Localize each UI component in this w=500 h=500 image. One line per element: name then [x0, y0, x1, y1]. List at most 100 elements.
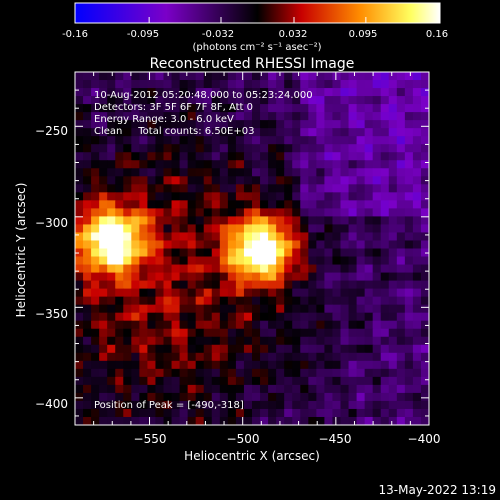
heatmap-cell: [115, 384, 124, 394]
heatmap-cell: [388, 384, 398, 394]
heatmap-cell: [75, 272, 84, 282]
heatmap-cell: [388, 352, 398, 362]
heatmap-cell: [372, 328, 382, 338]
heatmap-cell: [340, 128, 350, 137]
heatmap-cell: [171, 344, 181, 354]
heatmap-cell: [404, 416, 414, 425]
heatmap-cell: [268, 232, 277, 242]
heatmap-cell: [147, 104, 157, 113]
heatmap-cell: [420, 392, 429, 402]
x-axis-label: Heliocentric X (arcsec): [184, 449, 320, 463]
heatmap-cell: [91, 184, 100, 193]
heatmap-cell: [115, 192, 124, 201]
heatmap-cell: [380, 240, 390, 250]
heatmap-cell: [115, 336, 124, 346]
heatmap-cell: [211, 152, 221, 161]
heatmap-cell: [252, 184, 261, 193]
heatmap-cell: [396, 320, 406, 330]
heatmap-cell: [260, 320, 269, 330]
heatmap-cell: [340, 248, 350, 258]
heatmap-cell: [348, 328, 358, 338]
heatmap-cell: [83, 368, 92, 378]
heatmap-cell: [227, 240, 237, 250]
heatmap-cell: [380, 376, 390, 386]
heatmap-cell: [115, 120, 124, 129]
heatmap-cell: [316, 256, 326, 266]
heatmap-cell: [364, 240, 374, 250]
heatmap-cell: [171, 248, 181, 258]
heatmap-cell: [131, 376, 140, 386]
heatmap-cell: [139, 120, 149, 129]
heatmap-cell: [332, 408, 342, 418]
heatmap-cell: [99, 96, 108, 105]
heatmap-cell: [340, 72, 350, 81]
heatmap-cell: [268, 168, 277, 177]
heatmap-cell: [316, 216, 326, 226]
heatmap-cell: [276, 176, 285, 185]
heatmap-cell: [372, 384, 382, 394]
heatmap-cell: [268, 104, 277, 113]
heatmap-cell: [420, 208, 429, 218]
heatmap-cell: [171, 112, 181, 121]
heatmap-cell: [276, 96, 285, 105]
heatmap-cell: [219, 392, 229, 402]
heatmap-cell: [300, 80, 309, 89]
heatmap-cell: [227, 72, 237, 81]
heatmap-cell: [83, 312, 92, 322]
heatmap-cell: [388, 208, 398, 218]
heatmap-cell: [163, 160, 173, 169]
heatmap-cell: [187, 288, 197, 298]
heatmap-cell: [364, 376, 374, 386]
heatmap-cell: [252, 128, 261, 137]
heatmap-cell: [300, 256, 309, 266]
heatmap-cell: [195, 400, 205, 410]
heatmap-cell: [308, 128, 317, 137]
heatmap-cell: [404, 400, 414, 410]
heatmap-cell: [163, 336, 173, 346]
heatmap-cell: [235, 400, 245, 410]
heatmap-cell: [348, 264, 358, 274]
heatmap-cell: [163, 376, 173, 386]
heatmap-cell: [203, 128, 213, 137]
heatmap-cell: [155, 360, 165, 370]
heatmap-cell: [324, 216, 334, 226]
heatmap-cell: [404, 408, 414, 418]
heatmap-cell: [179, 296, 189, 306]
heatmap-cell: [195, 72, 205, 81]
heatmap-cell: [227, 168, 237, 177]
heatmap-cell: [260, 88, 269, 97]
heatmap-cell: [260, 264, 269, 274]
heatmap-cell: [340, 152, 350, 161]
heatmap-cell: [115, 408, 124, 418]
heatmap-cell: [260, 392, 269, 402]
heatmap-cell: [276, 392, 285, 402]
heatmap-cell: [83, 80, 92, 89]
heatmap-cell: [260, 288, 269, 298]
heatmap-cell: [123, 208, 132, 218]
heatmap-cell: [268, 200, 277, 209]
heatmap-cell: [252, 384, 261, 394]
heatmap-cell: [324, 104, 334, 113]
heatmap-cell: [155, 240, 165, 250]
heatmap-cell: [404, 256, 414, 266]
heatmap-cell: [139, 176, 149, 185]
heatmap-cell: [139, 312, 149, 322]
heatmap-cell: [131, 288, 140, 298]
heatmap-cell: [268, 80, 277, 89]
footer-timestamp: 13-May-2022 13:19: [379, 483, 496, 497]
heatmap-cell: [187, 240, 197, 250]
heatmap-cell: [276, 72, 285, 81]
heatmap-cell: [179, 184, 189, 193]
heatmap-cell: [123, 360, 132, 370]
heatmap-cell: [340, 120, 350, 129]
heatmap-cell: [219, 336, 229, 346]
heatmap-cell: [324, 368, 334, 378]
heatmap-cell: [316, 192, 326, 201]
heatmap-cell: [187, 136, 197, 145]
heatmap-cell: [300, 392, 309, 402]
heatmap-cell: [195, 104, 205, 113]
heatmap-cell: [123, 416, 132, 425]
heatmap-cell: [412, 120, 422, 129]
heatmap-cell: [308, 224, 317, 234]
heatmap-cell: [412, 128, 422, 137]
